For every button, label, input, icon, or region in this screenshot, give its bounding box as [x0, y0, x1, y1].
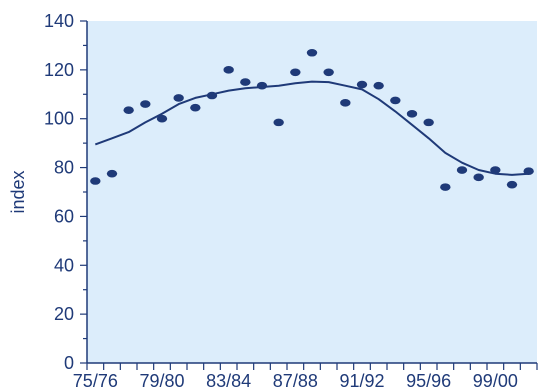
y-tick-label: 80	[54, 158, 74, 178]
data-points	[90, 48, 534, 191]
y-tick-label: 40	[54, 255, 74, 275]
data-point	[340, 99, 351, 107]
plot-background	[87, 21, 537, 363]
data-point	[306, 48, 318, 57]
data-point	[273, 118, 284, 127]
data-point	[356, 80, 368, 89]
data-point	[323, 68, 334, 77]
data-point	[406, 110, 418, 118]
data-point	[173, 94, 184, 102]
y-tick-label: 20	[54, 304, 74, 324]
data-point	[106, 169, 118, 178]
data-point	[440, 183, 451, 191]
y-tick-label: 120	[44, 60, 74, 80]
y-tick-label: 60	[54, 206, 74, 226]
x-tick-label: 91/92	[339, 371, 384, 390]
data-point	[373, 81, 384, 90]
data-point	[523, 167, 534, 176]
data-point	[90, 177, 101, 185]
x-axis-ticks: 75/76 79/80 83/84 87/88 91/92 95/96 99/00	[73, 363, 538, 390]
data-point	[190, 103, 201, 112]
data-point	[156, 114, 168, 123]
data-point	[140, 100, 151, 108]
data-point	[240, 78, 251, 86]
x-tick-label: 79/80	[139, 371, 184, 390]
data-point	[456, 166, 468, 174]
data-point	[423, 118, 434, 127]
x-tick-label: 87/88	[273, 371, 318, 390]
data-point	[290, 68, 301, 77]
x-tick-label: 95/96	[406, 371, 451, 390]
x-tick-label: 75/76	[73, 371, 118, 390]
y-tick-label: 100	[44, 109, 74, 129]
data-point	[223, 66, 234, 74]
data-point	[390, 96, 401, 105]
y-tick-label: 140	[44, 11, 74, 31]
y-tick-label: 0	[64, 353, 74, 373]
x-tick-label: 83/84	[206, 371, 251, 390]
y-axis-ticks: 0 20 40 60 80 100 120 140	[44, 11, 87, 373]
data-point	[473, 173, 484, 182]
data-point	[206, 91, 218, 100]
x-tick-label: 99/00	[473, 371, 518, 390]
data-point	[506, 180, 518, 189]
data-point	[256, 81, 268, 90]
data-point	[123, 106, 134, 114]
data-point	[490, 166, 501, 174]
y-axis-title: index	[8, 170, 28, 213]
trend-line	[94, 80, 529, 176]
